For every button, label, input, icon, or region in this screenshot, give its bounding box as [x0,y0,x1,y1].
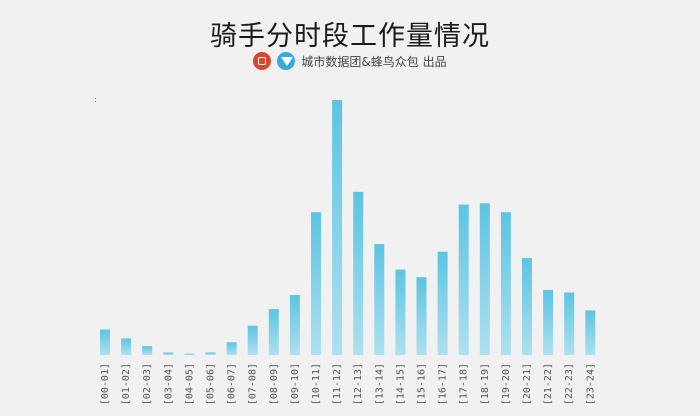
x-tick-label: [11-12] [332,363,343,405]
bar-[07-08] [247,325,258,355]
bar-[19-20] [500,212,511,355]
bar-[16-17] [437,251,448,355]
bar-[21-22] [543,289,554,355]
x-tick-label: [14-15] [395,363,406,405]
source-line: 城市数据团&蜂鸟众包 出品 [0,52,700,70]
fengniao-logo-icon [277,52,296,70]
bar-[15-16] [416,277,427,355]
x-tick-label: [05-06] [206,363,217,405]
bar-[02-03] [142,346,153,355]
bar-[20-21] [522,258,532,355]
x-tick-label: [16-17] [438,363,449,405]
bar-[10-11] [311,212,321,355]
x-tick-label: [23-24] [585,363,596,405]
bar-[23-24] [585,310,596,355]
bar-[11-12] [332,100,343,355]
x-tick-label: [07-08] [248,363,259,405]
x-tick-label: [18-19] [480,363,491,405]
x-tick-label: [00-01] [100,363,111,405]
x-tick-label: [13-14] [374,363,385,405]
x-tick-label: [02-03] [142,363,153,405]
chart-title: 骑手分时段工作量情况 [210,21,490,52]
stray-tick-mark: : [94,95,97,104]
bar-[12-13] [353,191,364,355]
bar-[18-19] [479,203,490,355]
x-tick-label: [01-02] [121,363,132,405]
x-tick-label: [03-04] [163,363,174,405]
x-tick-label: [12-13] [353,363,364,405]
bar-[03-04] [163,352,174,355]
x-tick-label: [21-22] [543,363,554,405]
x-tick-label: [20-21] [522,363,533,405]
city-data-group-logo-icon [253,52,272,70]
bar-[08-09] [268,309,279,355]
bar-[13-14] [374,244,385,355]
bar-[06-07] [226,342,237,355]
bar-[14-15] [395,269,406,355]
x-tick-label: [22-23] [564,363,575,405]
x-tick-label: [06-07] [227,363,238,405]
x-tick-label: [09-10] [290,363,301,405]
bar-[00-01] [100,329,110,355]
bars-group [100,100,596,355]
x-tick-labels: [00-01] [01-02] [02-03] [03-04] [04-05] [05-0… [100,363,596,405]
bar-[05-06] [205,352,216,355]
x-tick-label: [17-18] [459,363,470,405]
bar-[17-18] [458,204,469,355]
x-tick-label: [19-20] [501,363,512,405]
bar-[04-05] [184,353,195,355]
x-tick-label: [08-09] [269,363,280,405]
bar-[09-10] [289,295,300,355]
x-tick-label: [04-05] [184,363,195,405]
x-tick-label: [15-16] [417,363,428,405]
source-text: 城市数据团&蜂鸟众包 出品 [301,54,447,69]
bar-[22-23] [564,292,575,355]
x-tick-label: [10-11] [311,363,322,405]
bar-[01-02] [121,338,132,355]
